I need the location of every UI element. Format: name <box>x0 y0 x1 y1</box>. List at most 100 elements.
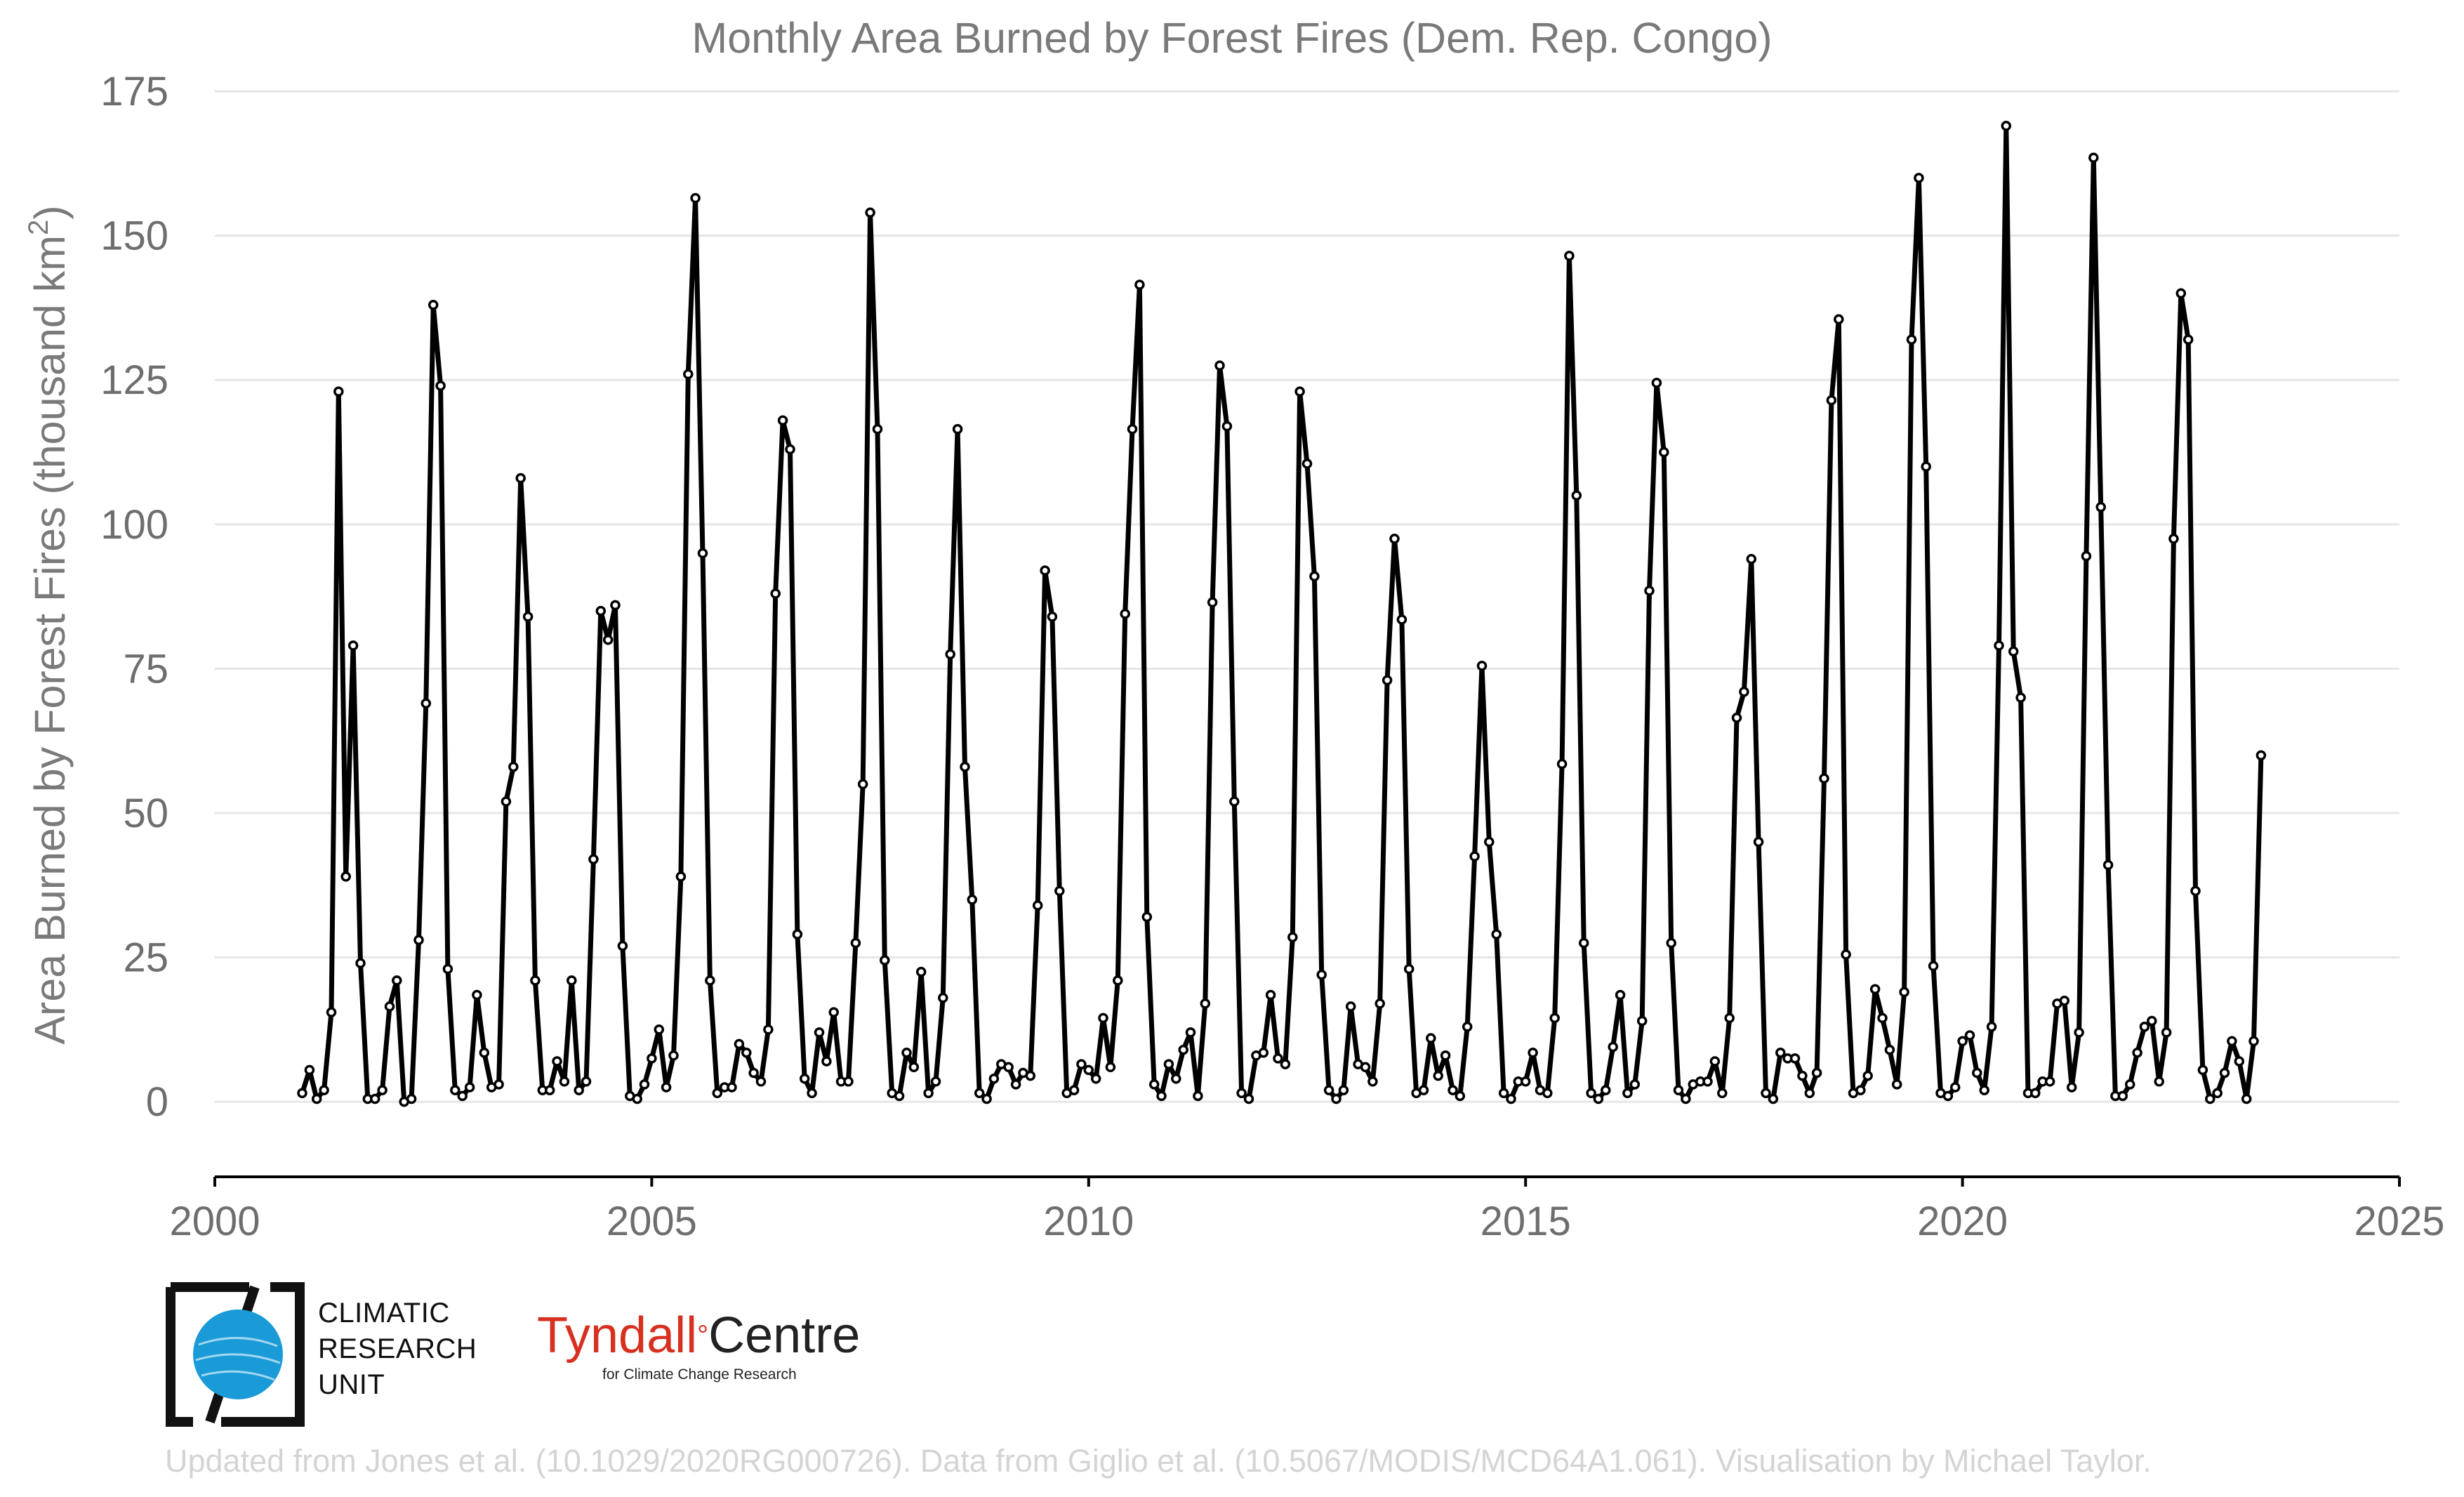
data-point <box>2117 1090 2128 1102</box>
data-point <box>297 1088 307 1099</box>
data-point <box>632 1093 642 1104</box>
data-point <box>938 992 948 1003</box>
data-point <box>1739 686 1749 697</box>
data-point <box>2059 995 2070 1006</box>
data-point <box>2139 1021 2150 1032</box>
data-point <box>2008 646 2019 657</box>
data-point <box>464 1082 475 1093</box>
y-tick-label: 125 <box>100 357 168 403</box>
data-point <box>1869 984 1881 994</box>
data-point <box>1040 565 1050 576</box>
data-point <box>755 1076 767 1087</box>
data-point <box>770 588 781 599</box>
data-point <box>369 1093 380 1104</box>
data-point <box>2190 885 2201 897</box>
data-point <box>1979 1085 1989 1095</box>
data-point <box>333 386 344 397</box>
data-point <box>1163 1059 1174 1069</box>
data-point <box>1120 608 1130 619</box>
data-point <box>1221 421 1233 432</box>
data-point <box>1659 447 1669 458</box>
data-point <box>530 975 541 986</box>
tyndall-degree: ° <box>697 1320 709 1351</box>
x-tick-label: 2000 <box>169 1199 260 1244</box>
data-point <box>2066 1082 2077 1093</box>
data-point <box>1426 1033 1436 1043</box>
data-point <box>1942 1090 1954 1102</box>
data-point <box>581 1076 592 1087</box>
data-point <box>1520 1076 1531 1087</box>
data-point <box>311 1093 322 1104</box>
data-point <box>880 955 890 965</box>
data-point <box>1811 1067 1822 1079</box>
data-point <box>908 1062 920 1073</box>
data-point <box>1564 251 1575 261</box>
cru-logo: CLIMATIC RESEARCH UNIT <box>165 1281 530 1429</box>
data-point <box>2081 550 2092 562</box>
data-point <box>2074 1027 2084 1038</box>
data-point <box>1964 1030 1975 1041</box>
data-point <box>2227 1036 2237 1047</box>
data-point <box>442 963 453 975</box>
line-chart: Monthly Area Burned by Forest Fires (Dem… <box>23 14 2445 1244</box>
data-point <box>981 1093 992 1104</box>
data-point <box>2234 1056 2245 1067</box>
data-point <box>1338 1085 1349 1095</box>
data-point <box>661 1082 672 1093</box>
data-point <box>1214 360 1225 371</box>
data-point <box>1491 929 1502 939</box>
data-point <box>610 600 621 611</box>
data-point <box>1571 490 1582 501</box>
data-point <box>1440 1050 1451 1061</box>
data-point <box>901 1047 912 1058</box>
data-point <box>1629 1079 1641 1090</box>
data-point <box>1032 900 1043 911</box>
data-point <box>1651 378 1662 388</box>
data-point <box>472 989 482 1001</box>
data-point <box>1265 989 1276 1001</box>
data-point <box>1891 1079 1902 1090</box>
data-point <box>1921 461 1931 472</box>
data-point <box>1280 1059 1291 1069</box>
data-point <box>1360 1062 1371 1073</box>
data-point <box>1178 1044 1188 1055</box>
data-point <box>1789 1053 1801 1064</box>
x-tick-label: 2010 <box>1043 1199 1134 1244</box>
data-point <box>384 1001 395 1012</box>
data-point <box>1586 1088 1596 1099</box>
data-point <box>406 1093 417 1104</box>
series-line <box>300 123 2264 1104</box>
data-point <box>1914 173 1924 183</box>
y-axis-label: Area Burned by Forest Fires (thousand km… <box>23 205 74 1044</box>
data-point <box>1768 1093 1779 1104</box>
data-point <box>1761 1088 1771 1099</box>
data-point <box>1148 1079 1160 1090</box>
data-point <box>1294 386 1305 397</box>
data-point <box>435 381 446 391</box>
data-point <box>304 1064 315 1076</box>
data-point <box>1003 1062 1014 1073</box>
data-point <box>1367 1076 1378 1087</box>
data-point <box>1025 1070 1036 1081</box>
data-point <box>807 1088 817 1099</box>
data-point <box>741 1047 752 1058</box>
data-point <box>1433 1070 1443 1081</box>
data-point <box>588 854 599 864</box>
data-point <box>1797 1070 1808 1081</box>
data-point <box>340 871 351 882</box>
data-point <box>2088 152 2099 163</box>
data-point <box>574 1085 584 1095</box>
data-point <box>2001 121 2012 131</box>
cru-line-3: UNIT <box>318 1369 385 1400</box>
tyndall-subtitle: for Climate Change Research <box>602 1366 797 1383</box>
data-point <box>1709 1056 1721 1067</box>
data-point <box>1054 885 1065 897</box>
data-point <box>501 796 512 807</box>
data-point <box>1593 1093 1604 1104</box>
data-point <box>654 1024 665 1035</box>
y-tick-label: 150 <box>100 213 168 259</box>
data-point <box>1098 1013 1108 1024</box>
data-point <box>1608 1041 1618 1053</box>
data-point <box>1636 1015 1648 1027</box>
data-point <box>974 1088 985 1099</box>
